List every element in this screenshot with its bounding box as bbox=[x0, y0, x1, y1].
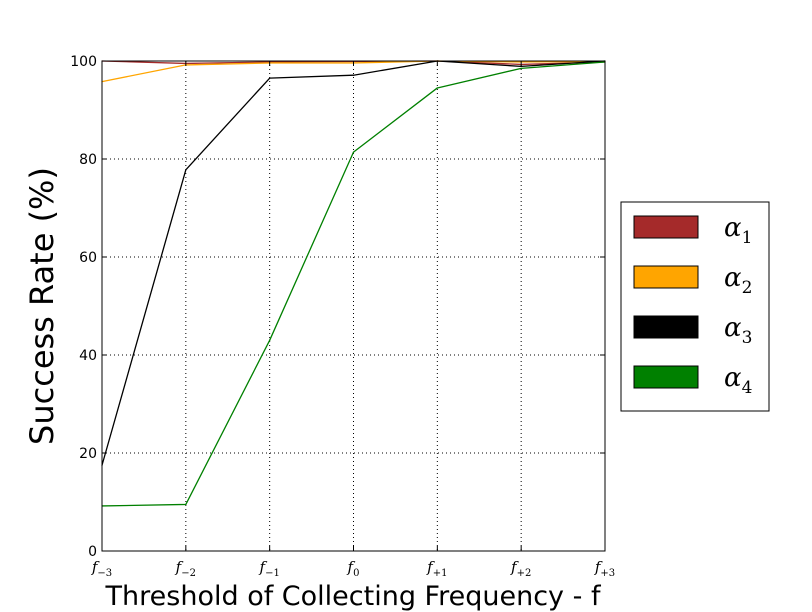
data-point bbox=[520, 65, 522, 67]
y-tick-label: 0 bbox=[88, 544, 97, 560]
grid bbox=[102, 61, 605, 551]
x-tick-label: f−3 bbox=[91, 558, 112, 579]
x-tick-label: f−2 bbox=[175, 558, 196, 579]
legend-label: α4 bbox=[724, 363, 752, 398]
series-line bbox=[101, 61, 606, 507]
x-axis-label: Threshold of Collecting Frequency - f bbox=[105, 581, 602, 612]
data-point bbox=[352, 151, 355, 153]
y-tick-label: 80 bbox=[79, 152, 97, 168]
legend-swatch bbox=[633, 365, 699, 389]
legend-swatch bbox=[633, 315, 699, 339]
x-tick-label: f−1 bbox=[259, 558, 280, 579]
x-tick-label: f+3 bbox=[594, 558, 615, 579]
data-point bbox=[352, 74, 355, 76]
legend: α1 α2 α3 α4 bbox=[620, 201, 770, 412]
legend-entry: α3 bbox=[633, 313, 752, 348]
y-tick-label: 20 bbox=[79, 446, 97, 462]
data-point bbox=[185, 503, 187, 506]
y-tick-label: 40 bbox=[79, 348, 97, 364]
series-lines bbox=[101, 60, 606, 507]
legend-entry: α4 bbox=[633, 363, 752, 398]
legend-swatch bbox=[633, 215, 699, 239]
data-point bbox=[269, 339, 271, 341]
y-tick-label: 60 bbox=[79, 250, 97, 266]
legend-label: α1 bbox=[724, 213, 752, 248]
legend-label: α2 bbox=[724, 263, 752, 298]
y-axis-label: Success Rate (%) bbox=[23, 167, 61, 445]
legend-entry: α1 bbox=[633, 213, 752, 248]
axis-ticks: f−3 f−2 f−1 f0 f+1 f+2 f+3 0 20 40 60 80 100 bbox=[70, 54, 615, 579]
legend-swatch bbox=[633, 265, 699, 289]
data-point bbox=[520, 67, 522, 69]
data-point bbox=[185, 169, 187, 171]
x-tick-label: f+2 bbox=[510, 558, 531, 579]
data-point bbox=[269, 77, 271, 79]
y-tick-label: 100 bbox=[70, 54, 97, 70]
data-point bbox=[436, 87, 438, 89]
legend-label: α3 bbox=[724, 313, 752, 348]
x-tick-label: f0 bbox=[347, 558, 360, 579]
legend-entry: α2 bbox=[633, 263, 752, 298]
x-tick-label: f+1 bbox=[426, 558, 447, 579]
series-4 bbox=[101, 61, 606, 507]
